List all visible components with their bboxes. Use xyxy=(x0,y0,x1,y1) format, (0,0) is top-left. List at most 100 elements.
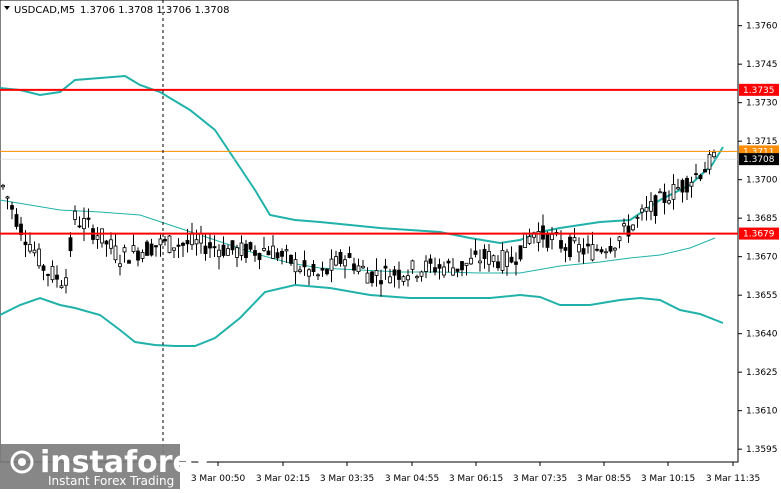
candle-body xyxy=(244,243,248,259)
candle-body xyxy=(109,239,113,249)
candle-body xyxy=(176,244,181,247)
candle-body xyxy=(460,261,464,271)
candle-body xyxy=(284,249,289,252)
candle-body xyxy=(298,269,302,272)
candle-body xyxy=(257,252,262,260)
candle-body xyxy=(671,184,676,200)
candle-body xyxy=(608,246,613,252)
candle-body xyxy=(622,223,626,227)
candle-body xyxy=(626,225,631,237)
y-tick-label: 1.3640 xyxy=(746,330,778,340)
candle-body xyxy=(473,250,478,255)
y-tick-label: 1.3625 xyxy=(746,368,778,378)
candle-body xyxy=(509,256,514,263)
candle-body xyxy=(428,258,433,264)
dropdown-icon[interactable] xyxy=(4,6,10,10)
candle-body xyxy=(419,271,424,277)
candle-body xyxy=(1,184,5,188)
candle-body xyxy=(523,232,527,248)
symbol-header: USDCAD,M5 1.3706 1.3708 1.3706 1.3708 xyxy=(4,5,230,16)
candle-body xyxy=(401,276,406,282)
candle-body xyxy=(55,274,59,280)
candle-body xyxy=(5,196,10,199)
badge-current-bg xyxy=(739,153,779,166)
candle-body xyxy=(185,240,190,245)
candle-body xyxy=(307,269,311,277)
candle-body xyxy=(59,285,64,288)
bollinger-upper xyxy=(0,74,724,245)
candle-body xyxy=(352,263,356,271)
candle-body xyxy=(136,250,140,261)
badge-upper-bg xyxy=(739,83,779,96)
bollinger-middle xyxy=(0,199,716,274)
candle-body xyxy=(100,228,104,244)
candle-body xyxy=(698,174,703,180)
candle-body xyxy=(311,263,316,273)
candle-body xyxy=(14,214,19,227)
candle-body xyxy=(514,261,518,265)
candle-body xyxy=(374,270,379,276)
candle-body xyxy=(86,217,91,220)
candle-body xyxy=(356,265,361,273)
candle-body xyxy=(122,247,127,253)
candle-body xyxy=(226,248,230,256)
candle-body xyxy=(334,256,338,266)
y-tick-label: 1.3700 xyxy=(746,176,778,186)
candle-body xyxy=(230,240,235,251)
candle-body xyxy=(392,269,397,276)
candle-body xyxy=(127,260,131,264)
y-tick-label: 1.3745 xyxy=(746,60,778,70)
candle-body xyxy=(365,272,370,284)
badge-upper: 1.3735 xyxy=(743,86,775,96)
candle-body xyxy=(28,244,32,252)
candle-body xyxy=(469,257,473,265)
candle-body xyxy=(217,249,221,258)
candle-body xyxy=(464,262,469,266)
candle-body xyxy=(289,254,293,264)
bollinger-bands xyxy=(0,74,724,347)
candle-body xyxy=(658,191,662,194)
candle-body xyxy=(442,266,446,276)
candle-body xyxy=(572,237,577,242)
candle-body xyxy=(676,187,680,190)
candle-body xyxy=(559,240,563,249)
candle-body xyxy=(118,263,122,267)
x-ticks: 3 Mar 00:50 3 Mar 02:15 3 Mar 03:35 3 Mar 0… xyxy=(191,462,760,484)
candle-body xyxy=(239,242,244,256)
candle-body xyxy=(167,235,172,253)
symbol-name: USDCAD,M5 xyxy=(14,5,75,16)
candle-body xyxy=(694,173,698,176)
candle-body xyxy=(262,247,266,251)
candle-body xyxy=(379,280,383,285)
candle-body xyxy=(649,201,653,212)
candle-body xyxy=(545,232,550,248)
candle-body xyxy=(343,259,347,267)
candle-body xyxy=(163,238,167,242)
candle-body xyxy=(154,245,158,248)
candle-body xyxy=(203,245,208,255)
x-tick-label: 3 Mar 02:15 xyxy=(256,474,310,484)
candle-body xyxy=(604,251,608,254)
y-tick-label: 1.3595 xyxy=(746,445,778,455)
candle-body xyxy=(271,245,275,259)
candle-body xyxy=(433,267,437,273)
candle-body xyxy=(536,231,541,243)
candle-body xyxy=(437,264,442,269)
candle-body xyxy=(482,248,487,260)
x-tick-label: 3 Mar 00:50 xyxy=(191,474,246,484)
candle-body xyxy=(505,251,509,267)
x-tick-label: 3 Mar 04:55 xyxy=(385,474,439,484)
candle-body xyxy=(131,245,136,252)
candle-body xyxy=(410,260,415,270)
candle-body xyxy=(221,244,226,256)
candle-body xyxy=(46,274,50,276)
candle-body xyxy=(32,249,37,254)
candle-body xyxy=(82,218,86,230)
candle-body xyxy=(329,258,334,271)
candle-body xyxy=(712,151,716,158)
candle-body xyxy=(590,244,595,261)
candle-body xyxy=(293,259,298,273)
candle-body xyxy=(361,265,365,269)
